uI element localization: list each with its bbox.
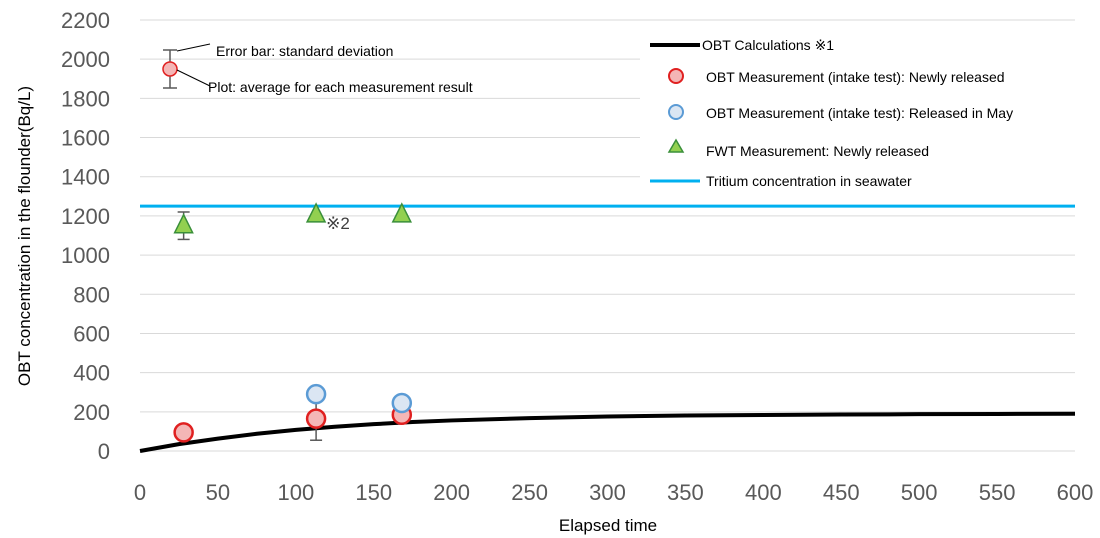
x-axis-title: Elapsed time xyxy=(559,516,657,535)
legend-swatch-obt-new xyxy=(668,68,684,84)
y-tick-label-1000: 1000 xyxy=(61,243,110,268)
legend-item-obt-may: OBT Measurement (intake test): Released … xyxy=(668,104,1013,121)
legend-label-obt-may: OBT Measurement (intake test): Released … xyxy=(706,105,1013,121)
y-tick-label-800: 800 xyxy=(73,282,110,307)
legend-label-seawater: Tritium concentration in seawater xyxy=(706,173,912,189)
legend-label-obt-new: OBT Measurement (intake test): Newly rel… xyxy=(706,69,1005,85)
x-tick-label-150: 150 xyxy=(355,480,392,505)
x-tick-label-250: 250 xyxy=(511,480,548,505)
y-tick-label-400: 400 xyxy=(73,361,110,386)
legend: OBT Calculations ※1 OBT Measurement (int… xyxy=(640,30,1080,195)
x-tick-label-0: 0 xyxy=(134,480,146,505)
point-s2-0 xyxy=(305,383,327,405)
y-tick-label-600: 600 xyxy=(73,321,110,346)
point-s2-1 xyxy=(391,392,413,414)
calc-line xyxy=(139,411,1076,453)
legend-label-fwt: FWT Measurement: Newly released xyxy=(706,143,929,159)
annotation-0: ※2 xyxy=(326,214,350,233)
y-tick-label-1600: 1600 xyxy=(61,126,110,151)
point-s3-1 xyxy=(305,202,327,223)
y-tick-label-200: 200 xyxy=(73,400,110,425)
x-tick-label-500: 500 xyxy=(901,480,938,505)
x-tick-label-600: 600 xyxy=(1057,480,1094,505)
point-s1-0 xyxy=(173,422,194,443)
errorbar-legend-note: Error bar: standard deviation Plot: aver… xyxy=(162,43,473,95)
x-tick-label-100: 100 xyxy=(277,480,314,505)
legend-item-calc: OBT Calculations ※1 xyxy=(650,37,834,53)
legend-label-calc: OBT Calculations ※1 xyxy=(702,37,834,53)
y-tick-label-0: 0 xyxy=(98,439,110,464)
legend-swatch-obt-may xyxy=(668,104,684,120)
y-tick-label-1200: 1200 xyxy=(61,204,110,229)
x-tick-label-200: 200 xyxy=(433,480,470,505)
tick-labels: 0200400600800100012001400160018002000220… xyxy=(61,8,1093,505)
y-axis-title: OBT concentration in the flounder(Bq/L) xyxy=(15,86,34,386)
legend-item-fwt: FWT Measurement: Newly released xyxy=(667,138,929,159)
x-tick-label-450: 450 xyxy=(823,480,860,505)
y-tick-label-2000: 2000 xyxy=(61,47,110,72)
plot-area: ※2 xyxy=(139,202,1076,453)
legend-item-seawater: Tritium concentration in seawater xyxy=(650,173,912,189)
point-s1-1 xyxy=(305,408,327,429)
x-tick-label-550: 550 xyxy=(979,480,1016,505)
y-tick-label-2200: 2200 xyxy=(61,8,110,33)
x-tick-label-350: 350 xyxy=(667,480,704,505)
x-tick-label-50: 50 xyxy=(206,480,230,505)
x-tick-label-300: 300 xyxy=(589,480,626,505)
legend-box xyxy=(640,30,1080,195)
note-sample-marker xyxy=(162,43,211,89)
legend-item-obt-new: OBT Measurement (intake test): Newly rel… xyxy=(668,68,1005,85)
legend-swatch-fwt xyxy=(667,138,685,153)
note-errorbar-text: Error bar: standard deviation xyxy=(216,43,393,59)
y-tick-label-1800: 1800 xyxy=(61,86,110,111)
y-tick-label-1400: 1400 xyxy=(61,165,110,190)
point-s3-0 xyxy=(173,213,194,234)
note-plot-text: Plot: average for each measurement resul… xyxy=(208,79,473,95)
point-s3-2 xyxy=(391,202,413,223)
x-tick-label-400: 400 xyxy=(745,480,782,505)
